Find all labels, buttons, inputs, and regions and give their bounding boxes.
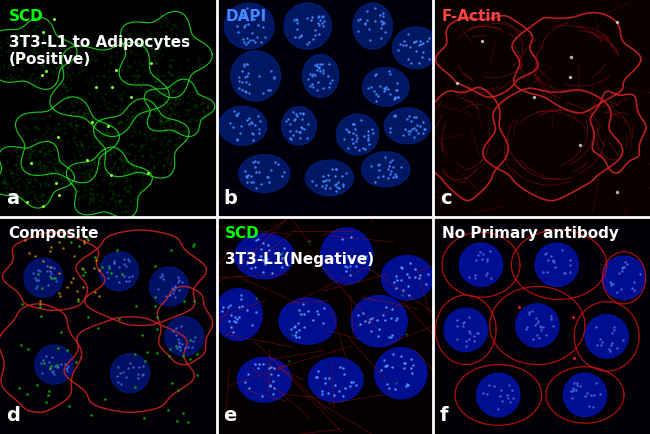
Polygon shape: [564, 373, 606, 417]
Polygon shape: [337, 114, 378, 155]
Text: Composite: Composite: [8, 226, 99, 241]
Polygon shape: [320, 228, 372, 284]
Polygon shape: [603, 256, 645, 299]
Text: 3T3-L1 to Adipocytes
(Positive): 3T3-L1 to Adipocytes (Positive): [8, 35, 190, 67]
Polygon shape: [351, 296, 408, 347]
Polygon shape: [150, 267, 188, 306]
Text: c: c: [440, 189, 452, 208]
Polygon shape: [353, 3, 393, 49]
Text: No Primary antibody: No Primary antibody: [442, 226, 619, 241]
Polygon shape: [384, 108, 430, 144]
Polygon shape: [303, 55, 339, 97]
Text: d: d: [6, 406, 20, 425]
Polygon shape: [279, 298, 336, 344]
Polygon shape: [309, 358, 363, 402]
Polygon shape: [99, 252, 138, 291]
Polygon shape: [585, 315, 629, 358]
Text: 3T3-L1(Negative): 3T3-L1(Negative): [226, 252, 374, 267]
Polygon shape: [281, 107, 317, 145]
Text: SCD: SCD: [226, 226, 260, 241]
Polygon shape: [375, 348, 427, 399]
Polygon shape: [239, 155, 290, 193]
Text: e: e: [223, 406, 237, 425]
Text: SCD: SCD: [8, 9, 44, 24]
Polygon shape: [306, 160, 353, 196]
Polygon shape: [237, 357, 291, 402]
Polygon shape: [218, 106, 266, 145]
Polygon shape: [444, 308, 488, 352]
Polygon shape: [515, 304, 559, 347]
Polygon shape: [460, 243, 502, 286]
Polygon shape: [111, 354, 150, 393]
Text: f: f: [440, 406, 448, 425]
Text: b: b: [223, 189, 237, 208]
Polygon shape: [34, 345, 73, 384]
Polygon shape: [393, 27, 439, 69]
Polygon shape: [363, 68, 409, 106]
Polygon shape: [235, 233, 294, 279]
Polygon shape: [224, 3, 274, 49]
Polygon shape: [284, 3, 332, 49]
Polygon shape: [164, 317, 203, 356]
Polygon shape: [24, 258, 63, 297]
Text: a: a: [6, 189, 20, 208]
Polygon shape: [382, 256, 433, 300]
Polygon shape: [214, 289, 262, 341]
Text: F-Actin: F-Actin: [442, 9, 502, 24]
Polygon shape: [231, 51, 281, 101]
Polygon shape: [476, 373, 520, 417]
Polygon shape: [535, 243, 578, 286]
Text: DAPI: DAPI: [226, 9, 266, 24]
Polygon shape: [361, 152, 410, 187]
